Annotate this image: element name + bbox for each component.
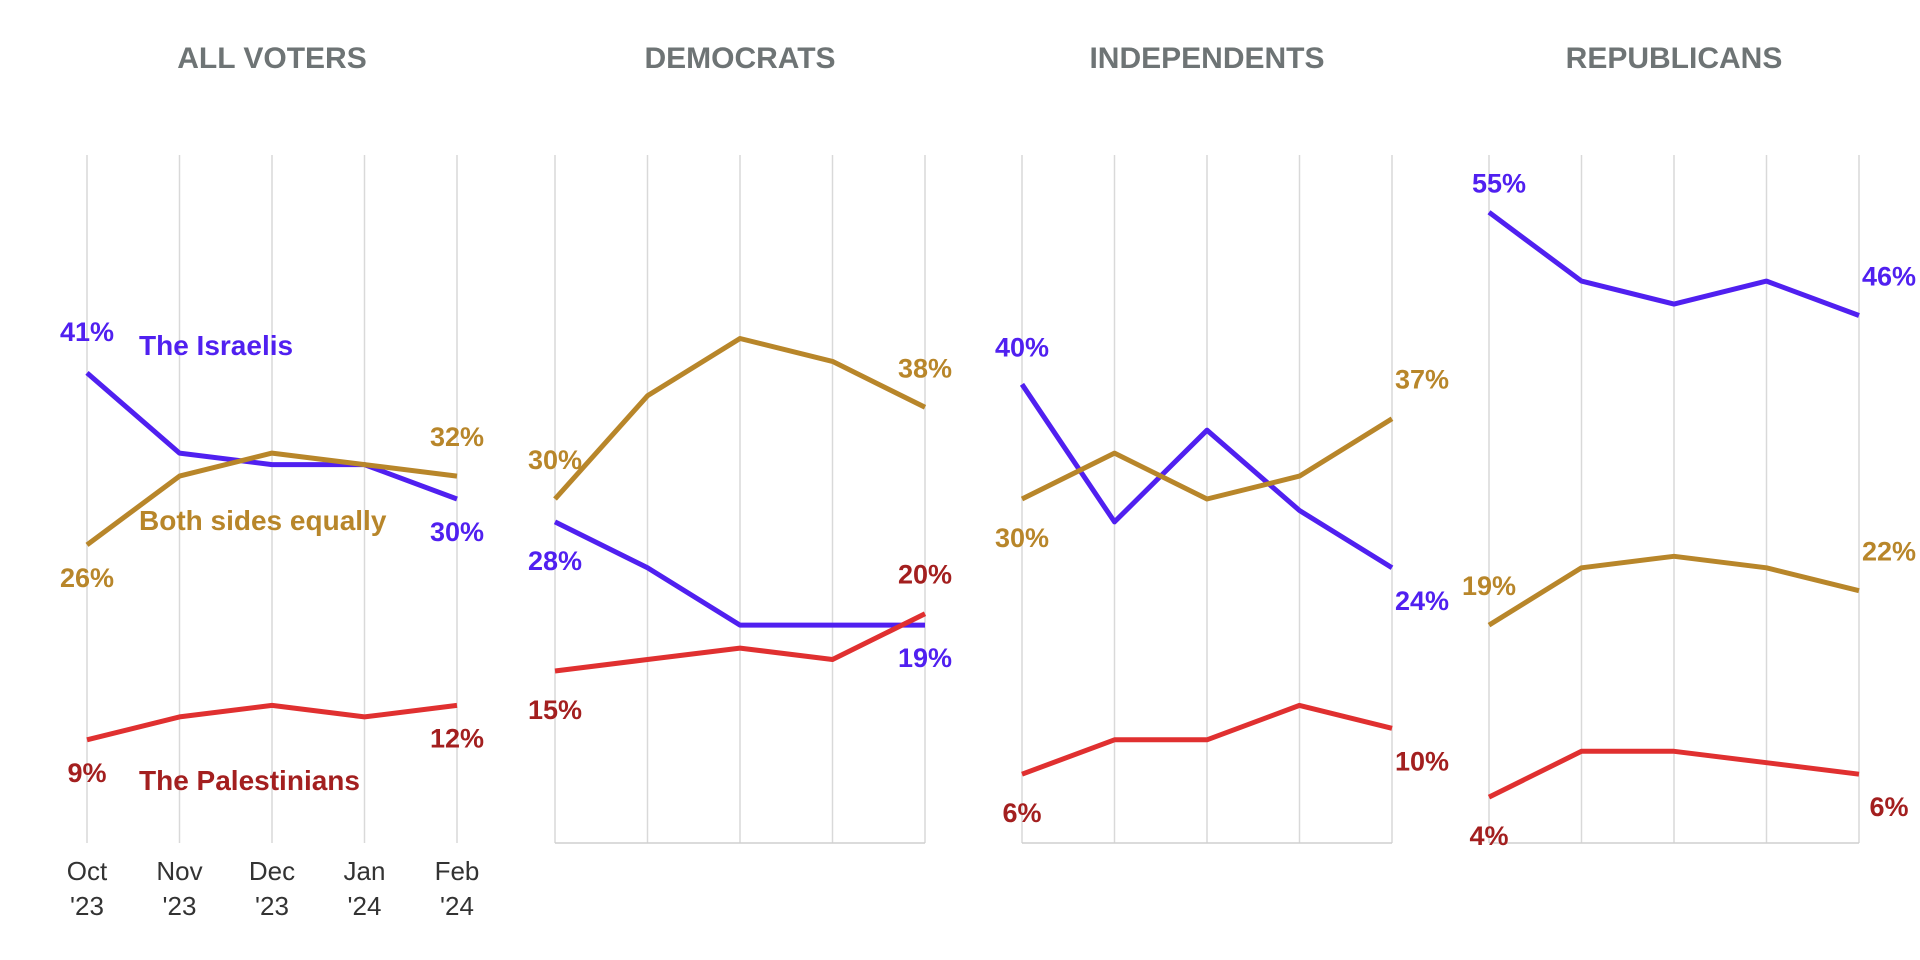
data-label-end: 37% <box>1395 365 1449 395</box>
series-line-the-israelis <box>553 519 925 628</box>
x-tick-label: Jan <box>344 856 386 886</box>
x-tick-label: '24 <box>348 891 382 921</box>
data-label-end: 38% <box>898 353 952 383</box>
series-name-label: The Israelis <box>139 330 293 361</box>
series-line-the-palestinians <box>554 611 927 674</box>
x-tick-label: Oct <box>67 856 108 886</box>
data-label-start: 30% <box>528 445 582 475</box>
data-label-end: 24% <box>1395 586 1449 616</box>
x-tick-label: Dec <box>249 856 295 886</box>
chart-panel-0: ALL VOTERS 41% 30% 26% 32% 9% 12% The Israelis B… <box>60 42 484 921</box>
data-label-end: 6% <box>1869 792 1908 822</box>
data-label-start: 40% <box>995 332 1049 362</box>
chart-panel-2: INDEPENDENTS 40% 24% 30% 37% 6% 10% <box>995 42 1449 844</box>
series-name-label: Both sides equally <box>139 505 387 536</box>
series-line-the-israelis <box>1487 210 1860 318</box>
series-name-label: The Palestinians <box>139 765 360 796</box>
data-label-start: 15% <box>528 695 582 725</box>
data-label-start: 4% <box>1469 821 1508 851</box>
data-label-start: 30% <box>995 523 1049 553</box>
data-label-start: 28% <box>528 546 582 576</box>
data-label-end: 32% <box>430 422 484 452</box>
data-label-end: 20% <box>898 560 952 590</box>
data-label-end: 19% <box>898 643 952 673</box>
chart-panel-1: DEMOCRATS 28% 19% 30% 38% 15% 20% <box>528 42 952 844</box>
data-label-end: 30% <box>430 517 484 547</box>
series-line-the-israelis <box>1019 382 1394 570</box>
data-label-start: 9% <box>67 758 106 788</box>
chart-panel-3: REPUBLICANS 55% 46% 19% 22% 4% 6% <box>1462 42 1916 851</box>
data-label-end: 46% <box>1862 262 1916 292</box>
series-line-the-palestinians <box>86 702 458 743</box>
data-label-start: 19% <box>1462 571 1516 601</box>
series-line-the-israelis <box>85 371 458 502</box>
x-tick-label: Nov <box>156 856 202 886</box>
data-label-end: 22% <box>1862 537 1916 567</box>
panel-title: DEMOCRATS <box>644 42 835 75</box>
panel-title: ALL VOTERS <box>177 42 366 75</box>
series-line-both-sides-equally <box>85 450 458 547</box>
x-tick-label: Feb <box>435 856 480 886</box>
data-label-start: 26% <box>60 563 114 593</box>
series-line-the-palestinians <box>1487 748 1860 800</box>
series-line-the-palestinians <box>1021 702 1393 777</box>
panel-title: REPUBLICANS <box>1566 42 1783 75</box>
data-label-end: 12% <box>430 723 484 753</box>
data-label-end: 10% <box>1395 746 1449 776</box>
data-label-start: 6% <box>1002 798 1041 828</box>
x-tick-label: '23 <box>163 891 197 921</box>
series-line-both-sides-equally <box>1020 416 1394 502</box>
x-tick-label: '24 <box>440 891 474 921</box>
data-label-start: 41% <box>60 317 114 347</box>
series-line-both-sides-equally <box>1487 553 1860 628</box>
series-line-both-sides-equally <box>553 336 927 501</box>
panel-title: INDEPENDENTS <box>1089 42 1324 75</box>
x-tick-label: '23 <box>70 891 104 921</box>
x-tick-label: '23 <box>255 891 289 921</box>
data-label-start: 55% <box>1472 168 1526 198</box>
